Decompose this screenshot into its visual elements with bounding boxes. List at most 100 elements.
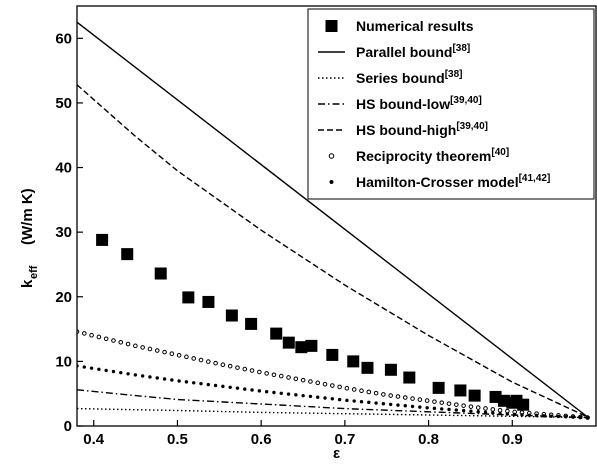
reciprocity-theorem-marker (264, 371, 269, 376)
hamilton-crosser-model-marker (250, 388, 254, 392)
y-axis-label-main: k (19, 279, 36, 288)
numerical-results-point (295, 341, 308, 354)
hamilton-crosser-model-marker (126, 372, 130, 376)
numerical-results-point (282, 336, 295, 349)
reciprocity-theorem-marker (213, 360, 218, 366)
reciprocity-theorem-marker (147, 346, 153, 352)
legend-ref-reciprocity-theorem: [40] (491, 147, 509, 158)
reciprocity-theorem-marker (410, 396, 415, 401)
y-tick-label: 40 (55, 160, 72, 177)
hamilton-crosser-model-marker (556, 414, 561, 419)
hamilton-crosser-model-marker (403, 404, 407, 408)
hamilton-crosser-model-marker (534, 413, 539, 418)
hamilton-crosser-model-marker (286, 392, 291, 396)
reciprocity-theorem-marker (497, 407, 503, 413)
numerical-results-point (121, 248, 134, 261)
y-tick-label: 0 (64, 418, 72, 435)
hamilton-crosser-model-marker (410, 404, 415, 409)
hamilton-crosser-model-marker (491, 411, 495, 415)
reciprocity-theorem-marker (227, 363, 233, 369)
numerical-results-point (154, 267, 167, 280)
reciprocity-theorem-marker (432, 399, 437, 404)
hamilton-crosser-model-marker (337, 397, 342, 402)
legend-ref-hs-bound-high: [39,40] (456, 121, 488, 132)
numerical-results-point (347, 355, 360, 368)
legend-swatch-hamilton-crosser-model (329, 180, 334, 184)
reciprocity-theorem-marker (118, 339, 124, 345)
reciprocity-theorem-marker (154, 348, 160, 353)
reciprocity-theorem-marker (184, 354, 189, 360)
y-tick-label: 30 (55, 224, 72, 241)
numerical-results-point (432, 381, 445, 394)
hamilton-crosser-model-marker (97, 367, 101, 371)
reciprocity-theorem-marker (111, 338, 116, 343)
legend: Numerical results Parallel bound[38] Serie… (307, 8, 595, 200)
hamilton-crosser-model-marker (199, 381, 203, 386)
hamilton-crosser-model-marker (148, 375, 152, 379)
reciprocity-theorem-marker (286, 375, 291, 380)
legend-label-hamilton-crosser-model: Hamilton-Crosser model[41,42] (356, 173, 550, 190)
hamilton-crosser-model-marker (578, 415, 583, 420)
numerical-results-point (225, 309, 238, 322)
legend-label-hs-bound-high: HS bound-high[39,40] (356, 121, 488, 138)
x-tick-label: 0.6 (251, 431, 272, 448)
hamilton-crosser-model-marker (483, 410, 488, 415)
hamilton-crosser-model-marker (330, 397, 335, 401)
axes: 0.4 0.5 0.6 0.7 0.8 0.9 0 10 20 30 40 50 60 (55, 5, 597, 448)
reciprocity-theorem-marker (439, 400, 445, 405)
hamilton-crosser-model-marker (264, 390, 269, 394)
reciprocity-theorem-marker (206, 359, 211, 364)
hamilton-crosser-model-marker (352, 399, 356, 403)
hamilton-crosser-model-marker (155, 376, 159, 380)
reciprocity-theorem-marker (81, 331, 87, 336)
hamilton-crosser-model-marker (461, 408, 466, 413)
reciprocity-theorem-marker (337, 384, 342, 390)
hamilton-crosser-model-marker (162, 377, 167, 381)
numerical-results-point (384, 363, 397, 376)
reciprocity-theorem-marker (395, 394, 401, 399)
hamilton-crosser-model-marker (381, 402, 386, 406)
y-axis-label-subscript: eff (28, 265, 40, 279)
hamilton-crosser-model-marker (308, 394, 313, 399)
plot-frame (76, 5, 597, 427)
hamilton-crosser-model-marker (454, 408, 459, 412)
reciprocity-theorem-marker (133, 343, 138, 349)
reciprocity-theorem-marker (359, 388, 364, 393)
x-axis-label: ε (333, 445, 340, 462)
reciprocity-theorem-marker (388, 393, 393, 398)
reciprocity-theorem-marker (468, 404, 474, 409)
hamilton-crosser-model-marker (213, 383, 218, 388)
reciprocity-theorem-marker (373, 390, 379, 396)
hamilton-crosser-model-marker (571, 415, 575, 419)
x-tick-label: 0.8 (418, 431, 439, 448)
hamilton-crosser-model-marker (527, 413, 531, 417)
hamilton-crosser-model-marker (272, 390, 276, 395)
legend-box (307, 8, 595, 200)
hs-bound-high-line (77, 84, 588, 418)
series-bound-line (77, 407, 588, 419)
legend-label-parallel-bound: Parallel bound[38] (356, 43, 470, 60)
reciprocity-theorem-marker (330, 383, 335, 388)
hamilton-crosser-model-marker (345, 398, 349, 403)
hamilton-crosser-model-marker (440, 407, 444, 411)
hamilton-crosser-model-marker (505, 412, 510, 416)
reciprocity-theorem-marker (351, 387, 357, 392)
hamilton-crosser-model-marker (235, 386, 240, 390)
hs-bound-low-line (77, 389, 588, 419)
hamilton-crosser-model-marker (133, 373, 138, 377)
numerical-results-point (403, 371, 416, 384)
hamilton-crosser-model-marker (89, 366, 94, 370)
y-axis-label-unit: (W/m K) (19, 188, 36, 245)
reciprocity-theorem-marker (220, 362, 226, 367)
reciprocity-theorem-marker (198, 357, 204, 363)
x-tick-label: 0.9 (502, 431, 523, 448)
hamilton-crosser-model-marker (294, 393, 298, 397)
reciprocity-theorem-marker (242, 366, 248, 372)
plot-area (77, 21, 590, 420)
numerical-results-point (182, 291, 195, 304)
reciprocity-theorem-marker (322, 381, 328, 387)
reciprocity-theorem-marker (417, 397, 423, 402)
hamilton-crosser-model-marker (243, 387, 247, 391)
y-axis-label: k eff (W/m K) (19, 188, 40, 288)
